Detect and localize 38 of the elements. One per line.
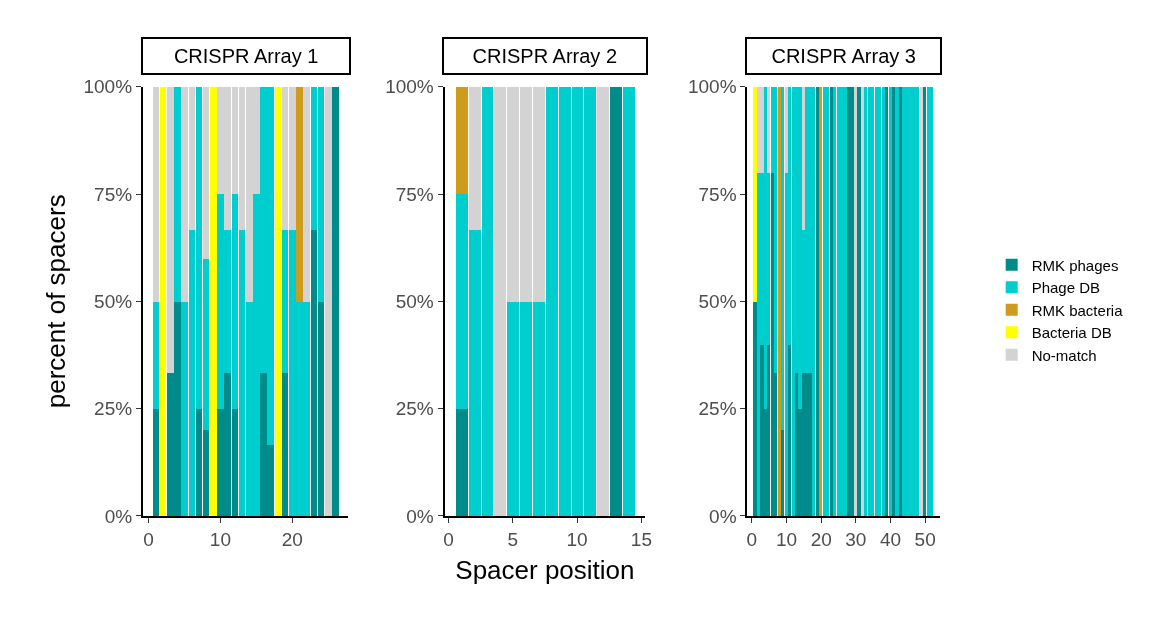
y-axis-title: percent of spacers [41, 194, 72, 409]
x-tick-label: 30 [845, 528, 867, 550]
legend-label: RMK phages [1031, 256, 1119, 274]
y-tick-label: 50% [698, 290, 737, 312]
y-tick-label: 75% [94, 183, 133, 205]
y-tick-label: 0% [709, 505, 737, 527]
x-tick-label: 0 [143, 528, 154, 550]
legend-label: Phage DB [1031, 279, 1101, 297]
y-tick-label: 25% [395, 398, 434, 420]
x-tick-label: 5 [507, 528, 519, 550]
chart-title: CRISPR Array 2 [472, 45, 618, 67]
y-tick-label: 75% [698, 183, 737, 205]
x-tick-label: 0 [746, 528, 758, 550]
x-tick-label: 15 [630, 528, 652, 550]
x-tick-label: 10 [209, 528, 232, 550]
y-tick-label: 75% [395, 183, 434, 205]
x-tick-label: 50 [914, 528, 936, 550]
y-tick-label: 25% [698, 398, 737, 420]
chart-title: CRISPR Array 1 [173, 45, 319, 67]
x-tick-label: 0 [443, 528, 454, 550]
x-tick-label: 20 [281, 528, 303, 550]
x-tick-label: 40 [879, 528, 902, 550]
x-tick-label: 10 [775, 528, 798, 550]
y-tick-label: 50% [94, 290, 133, 312]
y-tick-label: 100% [83, 76, 133, 98]
y-tick-label: 50% [395, 290, 434, 312]
y-tick-label: 100% [385, 76, 434, 98]
y-tick-label: 0% [406, 505, 434, 527]
x-axis-title: Spacer position [455, 554, 635, 585]
legend-label: RMK bacteria [1031, 301, 1124, 319]
x-tick-label: 10 [566, 528, 588, 550]
chart-title: CRISPR Array 3 [771, 45, 916, 67]
y-tick-label: 0% [104, 505, 133, 527]
legend-label: Bacteria DB [1031, 324, 1112, 342]
y-tick-label: 25% [94, 398, 133, 420]
legend-label: No-match [1031, 346, 1097, 364]
x-tick-label: 20 [810, 528, 832, 550]
y-tick-label: 100% [687, 76, 737, 98]
